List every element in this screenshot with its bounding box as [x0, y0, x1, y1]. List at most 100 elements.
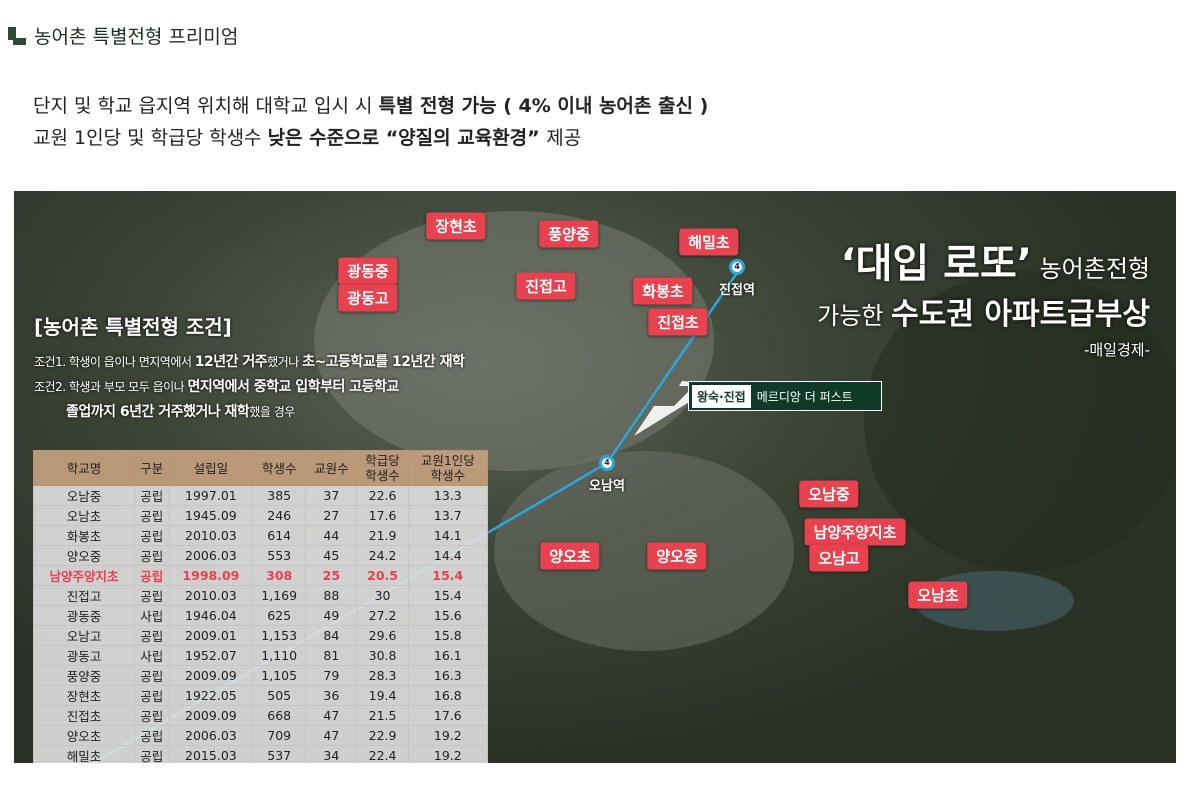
table-cell: 2009.09	[168, 705, 254, 726]
table-cell: 27.2	[356, 605, 409, 626]
table-cell: 15.4	[407, 565, 489, 586]
table-cell: 1,153	[252, 625, 307, 646]
table-cell: 오남초	[33, 505, 135, 526]
intro-line1-bold: 특별 전형 가능 ( 4% 이내 농어촌 출신 )	[378, 95, 709, 117]
table-cell: 1945.09	[168, 505, 254, 526]
table-cell: 19.2	[407, 745, 489, 763]
table-cell: 22.9	[356, 725, 409, 746]
table-cell: 16.1	[407, 645, 489, 666]
table-row: 양오중 공립 2006.03 553 45 24.2 14.4	[33, 545, 489, 566]
table-cell: 49	[305, 605, 358, 626]
school-label: 양오초	[540, 542, 600, 570]
table-cell: 44	[305, 525, 358, 546]
station-label: 진접역	[719, 283, 755, 298]
school-label: 광동고	[338, 284, 398, 312]
table-cell: 광동중	[33, 605, 135, 626]
station-label: 오남역	[589, 479, 625, 494]
aerial-map: [농어촌 특별전형 조건] 조건1. 학생이 읍이나 면지역에서 12년간 거주…	[14, 191, 1176, 763]
school-label: 오남고	[809, 544, 869, 572]
table-row: 화봉초 공립 2010.03 614 44 21.9 14.1	[33, 525, 489, 546]
table-cell: 양오초	[33, 725, 135, 746]
station-icon: 4	[599, 455, 615, 471]
table-cell: 25	[305, 565, 358, 586]
table-cell: 21.5	[356, 705, 409, 726]
table-cell: 공립	[133, 745, 170, 763]
table-cell: 84	[305, 625, 358, 646]
intro-line2-end: 제공	[546, 127, 582, 149]
table-cell: 27	[305, 505, 358, 526]
headline-source: -매일경제-	[1083, 341, 1150, 359]
school-label: 진접초	[648, 308, 708, 336]
table-cell: 308	[252, 565, 307, 586]
school-label: 오남중	[799, 480, 859, 508]
table-header: 학급당 학생수	[356, 450, 409, 486]
table-cell: 16.8	[407, 685, 489, 706]
table-cell: 28.3	[356, 665, 409, 686]
table-cell: 79	[305, 665, 358, 686]
table-cell: 2010.03	[168, 585, 254, 606]
table-row: 풍양중 공립 2009.09 1,105 79 28.3 16.3	[33, 665, 489, 686]
table-cell: 614	[252, 525, 307, 546]
table-cell: 진접초	[33, 705, 135, 726]
table-cell: 17.6	[356, 505, 409, 526]
table-cell: 246	[252, 505, 307, 526]
table-cell: 사립	[133, 605, 170, 626]
table-cell: 15.8	[407, 625, 489, 646]
table-cell: 22.6	[356, 485, 409, 506]
table-cell: 553	[252, 545, 307, 566]
table-cell: 537	[252, 745, 307, 763]
intro-line2: 교원 1인당 및 학급당 학생수	[33, 127, 268, 149]
brand-logo-icon	[8, 26, 26, 45]
table-cell: 공립	[133, 525, 170, 546]
table-cell: 공립	[133, 545, 170, 566]
table-header: 학교명	[33, 450, 135, 486]
table-cell: 30.8	[356, 645, 409, 666]
conditions-box: [농어촌 특별전형 조건] 조건1. 학생이 읍이나 면지역에서 12년간 거주…	[34, 311, 465, 425]
table-cell: 1,169	[252, 585, 307, 606]
table-cell: 15.4	[407, 585, 489, 606]
table-cell: 505	[252, 685, 307, 706]
headline: ‘대입 로또’ 농어촌전형 가능한 수도권 아파트급부상 -매일경제-	[817, 241, 1150, 359]
table-cell: 385	[252, 485, 307, 506]
table-cell: 2006.03	[168, 545, 254, 566]
table-cell: 1,110	[252, 645, 307, 666]
table-cell: 광동고	[33, 645, 135, 666]
section-title: 농어촌 특별전형 프리미엄	[8, 22, 238, 49]
table-cell: 625	[252, 605, 307, 626]
table-cell: 37	[305, 485, 358, 506]
table-cell: 화봉초	[33, 525, 135, 546]
table-cell: 공립	[133, 725, 170, 746]
table-row: 오남초 공립 1945.09 246 27 17.6 13.7	[33, 505, 489, 526]
table-cell: 공립	[133, 485, 170, 506]
table-cell: 공립	[133, 625, 170, 646]
table-cell: 진접고	[33, 585, 135, 606]
school-label: 풍양중	[539, 220, 599, 248]
table-cell: 15.6	[407, 605, 489, 626]
title-text: 농어촌 특별전형 프리미엄	[34, 26, 239, 48]
table-cell: 30	[356, 585, 409, 606]
table-cell: 오남고	[33, 625, 135, 646]
table-cell: 21.9	[356, 525, 409, 546]
table-cell: 19.2	[407, 725, 489, 746]
table-cell: 1998.09	[168, 565, 254, 586]
table-cell: 19.4	[356, 685, 409, 706]
table-cell: 16.3	[407, 665, 489, 686]
table-cell: 1,105	[252, 665, 307, 686]
table-cell: 2009.01	[168, 625, 254, 646]
table-cell: 1997.01	[168, 485, 254, 506]
table-cell: 47	[305, 725, 358, 746]
table-cell: 공립	[133, 585, 170, 606]
table-cell: 해밀초	[33, 745, 135, 763]
table-cell: 17.6	[407, 705, 489, 726]
school-label: 장현초	[426, 212, 486, 240]
table-cell: 24.2	[356, 545, 409, 566]
school-table: 학교명 구분 설립일 학생수 교원수 학급당 학생수 교원1인당 학생수 오남중 공립 1997…	[33, 450, 489, 763]
table-cell: 1922.05	[168, 685, 254, 706]
table-cell: 88	[305, 585, 358, 606]
table-cell: 2015.03	[168, 745, 254, 763]
table-cell: 장현초	[33, 685, 135, 706]
table-row: 해밀초 공립 2015.03 537 34 22.4 19.2	[33, 745, 489, 763]
school-label: 화봉초	[633, 277, 693, 305]
table-cell: 2006.03	[168, 725, 254, 746]
table-cell: 14.4	[407, 545, 489, 566]
